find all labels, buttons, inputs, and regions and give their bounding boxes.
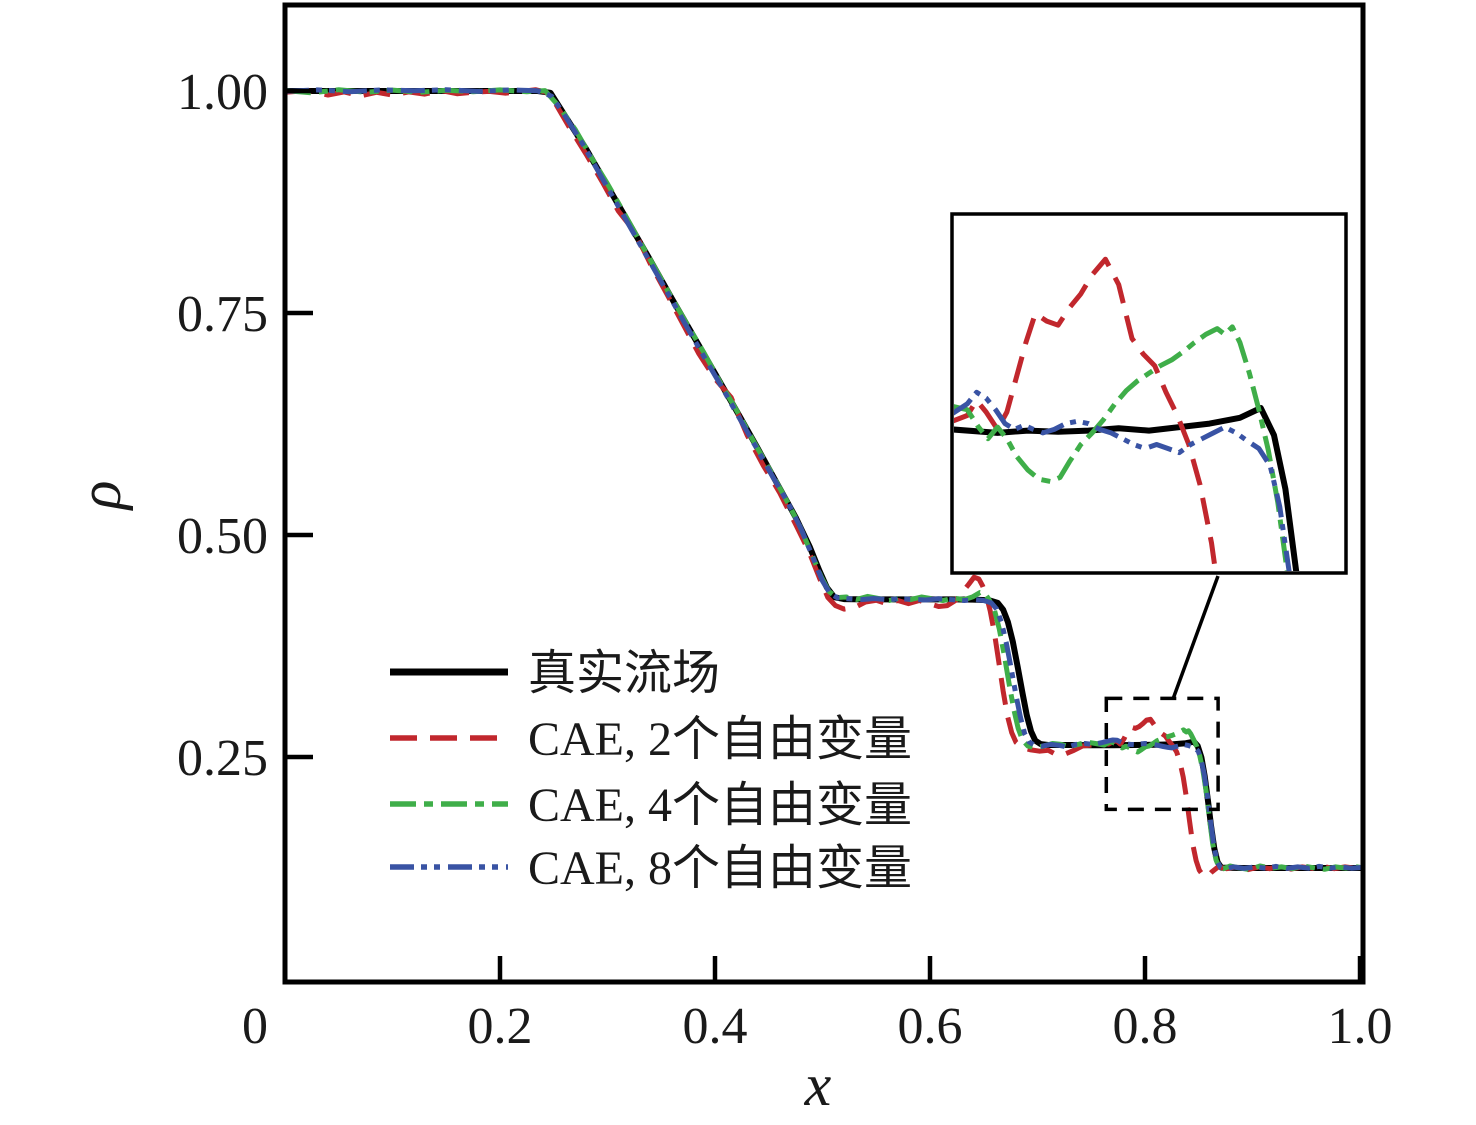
x-tick-label-0.6: 0.6: [898, 998, 963, 1055]
y-tick-label-0.75: 0.75: [177, 286, 268, 343]
legend-item-cae4: CAE, 4个自由变量: [390, 779, 912, 832]
x-tick-label-0.8: 0.8: [1113, 998, 1178, 1055]
x-tick-label-0.4: 0.4: [683, 998, 748, 1055]
plot-frame: [282, 2, 1366, 985]
series-line-cae8: [287, 87, 1361, 872]
legend-item-cae2: CAE, 2个自由变量: [390, 713, 912, 766]
zoom-region-box: [1104, 696, 1220, 812]
legend-item-cae8: CAE, 8个自由变量: [390, 842, 912, 895]
inset-connector-line: [1171, 575, 1220, 700]
y-tick-label-0.25: 0.25: [177, 730, 268, 787]
inset-frame: [950, 212, 1348, 575]
inset-series-line-cae2: [954, 256, 1218, 571]
x-tick-label-0: 0: [242, 998, 268, 1055]
legend-label-true: 真实流场: [528, 647, 720, 700]
legend-label-cae8: CAE, 8个自由变量: [528, 842, 912, 895]
legend-label-cae4: CAE, 4个自由变量: [528, 779, 912, 832]
y-tick-label-0.50: 0.50: [177, 508, 268, 565]
x-tick-label-0.2: 0.2: [468, 998, 533, 1055]
y-axis-label: ρ: [67, 481, 133, 512]
legend-item-true: 真实流场: [390, 647, 720, 700]
inset-series-line-cae8: [954, 389, 1292, 571]
y-tick-label-1.00: 1.00: [177, 64, 268, 121]
x-axis-label: x: [804, 1052, 832, 1118]
series-line-cae2: [287, 87, 1361, 880]
x-tick-label-1.0: 1.0: [1328, 998, 1393, 1055]
legend-label-cae2: CAE, 2个自由变量: [528, 713, 912, 766]
